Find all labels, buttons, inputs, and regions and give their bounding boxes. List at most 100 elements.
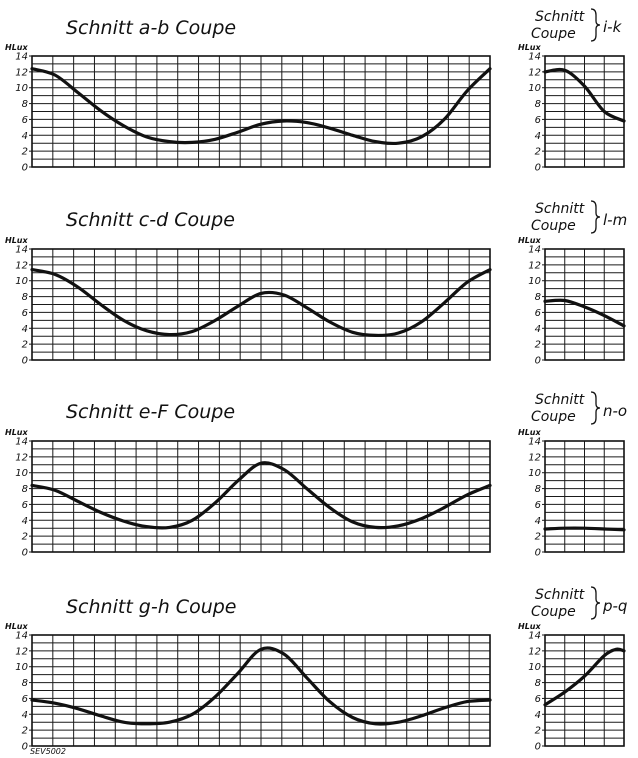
y-tick-label: 0 xyxy=(535,548,541,559)
y-tick-label: 8 xyxy=(22,292,28,303)
y-tick-label: 14 xyxy=(15,245,28,256)
svg-text:Schnitt: Schnitt xyxy=(535,392,585,408)
y-tick-label: 0 xyxy=(535,163,541,174)
illuminance-curve xyxy=(543,526,626,532)
y-tick-label: 4 xyxy=(535,710,541,721)
y-tick-label: 12 xyxy=(15,452,28,463)
chart-title-e-f: Schnitt e-F Coupe xyxy=(66,401,235,423)
y-tick-label: 2 xyxy=(535,726,541,737)
y-tick-label: 8 xyxy=(535,292,541,303)
y-tick-label: 8 xyxy=(535,678,541,689)
illuminance-curve xyxy=(30,67,492,146)
y-tick-label: 6 xyxy=(22,308,28,319)
y-tick-label: 4 xyxy=(22,131,28,142)
svg-text:l-m: l-m xyxy=(603,211,627,229)
svg-text:Coupe: Coupe xyxy=(531,218,576,234)
side-title-p-q: Schnitt Coupe p-q xyxy=(531,586,627,620)
y-tick-label: 14 xyxy=(528,245,541,256)
y-axis-unit-label: HLux xyxy=(518,622,541,631)
y-axis-unit-label: HLux xyxy=(5,428,28,437)
y-tick-label: 8 xyxy=(535,484,541,495)
y-tick-label: 14 xyxy=(15,52,28,63)
y-tick-label: 6 xyxy=(535,500,541,511)
svg-text:Coupe: Coupe xyxy=(531,409,576,425)
y-tick-label: 8 xyxy=(22,99,28,110)
y-tick-label: 4 xyxy=(535,324,541,335)
side-title-n-o: Schnitt Coupe n-o xyxy=(531,391,627,425)
y-tick-label: 6 xyxy=(535,115,541,126)
y-tick-label: 12 xyxy=(15,67,28,78)
y-tick-label: 14 xyxy=(15,631,28,642)
svg-text:p-q: p-q xyxy=(602,597,627,615)
y-tick-label: 0 xyxy=(535,356,541,367)
y-axis-unit-label: HLux xyxy=(518,43,541,52)
y-tick-label: 6 xyxy=(22,694,28,705)
plot-frame xyxy=(544,248,625,361)
y-tick-label: 6 xyxy=(535,694,541,705)
y-axis-unit-label: HLux xyxy=(5,43,28,52)
y-tick-label: 2 xyxy=(535,340,541,351)
y-tick-label: 4 xyxy=(535,131,541,142)
plot-frame xyxy=(31,248,491,361)
y-tick-label: 0 xyxy=(22,742,28,753)
plot-frame xyxy=(31,440,491,553)
y-tick-label: 10 xyxy=(15,83,28,94)
y-tick-label: 8 xyxy=(22,484,28,495)
illuminance-curve xyxy=(543,67,626,123)
y-tick-label: 4 xyxy=(22,710,28,721)
y-tick-label: 2 xyxy=(535,532,541,543)
illuminance-curve xyxy=(543,647,626,707)
y-tick-label: 0 xyxy=(535,742,541,753)
side-title-l-m: Schnitt Coupe l-m xyxy=(531,200,627,234)
plot-frame xyxy=(31,55,491,168)
y-tick-label: 14 xyxy=(528,437,541,448)
y-tick-label: 8 xyxy=(535,99,541,110)
y-tick-label: 12 xyxy=(528,452,541,463)
svg-text:n-o: n-o xyxy=(603,402,627,420)
illuminance-curve xyxy=(30,461,492,530)
plot-frame xyxy=(544,634,625,747)
y-tick-label: 10 xyxy=(15,468,28,479)
svg-text:Schnitt: Schnitt xyxy=(535,201,585,217)
y-axis-unit-label: HLux xyxy=(518,236,541,245)
chart-title-g-h: Schnitt g-h Coupe xyxy=(66,596,237,618)
svg-text:Schnitt: Schnitt xyxy=(535,9,585,25)
y-tick-label: 10 xyxy=(528,83,541,94)
y-tick-label: 10 xyxy=(15,276,28,287)
y-axis-unit-label: HLux xyxy=(518,428,541,437)
chart-title-a-b: Schnitt a-b Coupe xyxy=(66,17,236,39)
plot-frame xyxy=(31,634,491,747)
y-tick-label: 4 xyxy=(22,516,28,527)
y-tick-label: 10 xyxy=(15,662,28,673)
y-tick-label: 6 xyxy=(22,500,28,511)
y-tick-label: 2 xyxy=(535,147,541,158)
figure-footnote: SEV5002 xyxy=(30,747,66,756)
y-tick-label: 10 xyxy=(528,662,541,673)
y-tick-label: 12 xyxy=(15,646,28,657)
chart-title-c-d: Schnitt c-d Coupe xyxy=(66,209,235,231)
svg-text:Coupe: Coupe xyxy=(531,26,576,42)
y-tick-label: 6 xyxy=(22,115,28,126)
y-tick-label: 6 xyxy=(535,308,541,319)
illuminance-curve xyxy=(543,298,626,328)
y-tick-label: 0 xyxy=(22,163,28,174)
y-tick-label: 0 xyxy=(22,548,28,559)
svg-text:i-k: i-k xyxy=(603,18,623,36)
svg-text:Coupe: Coupe xyxy=(531,604,576,620)
y-tick-label: 2 xyxy=(22,726,28,737)
y-tick-label: 14 xyxy=(528,631,541,642)
y-tick-label: 10 xyxy=(528,276,541,287)
illuminance-curve xyxy=(30,646,492,726)
svg-text:Schnitt: Schnitt xyxy=(535,587,585,603)
illuminance-curve xyxy=(30,268,492,338)
plot-frame xyxy=(544,440,625,553)
